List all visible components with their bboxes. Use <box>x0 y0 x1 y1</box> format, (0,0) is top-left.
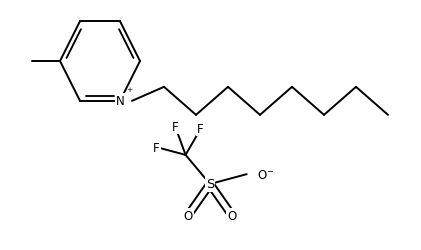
Text: F: F <box>153 141 160 154</box>
Text: $^+$: $^+$ <box>125 86 133 97</box>
Text: O$^{-}$: O$^{-}$ <box>257 168 274 181</box>
Text: N: N <box>116 95 124 108</box>
Text: F: F <box>197 123 204 136</box>
Text: S: S <box>206 178 214 191</box>
Text: O: O <box>184 209 193 222</box>
Text: O: O <box>227 209 237 222</box>
Text: F: F <box>172 121 179 134</box>
